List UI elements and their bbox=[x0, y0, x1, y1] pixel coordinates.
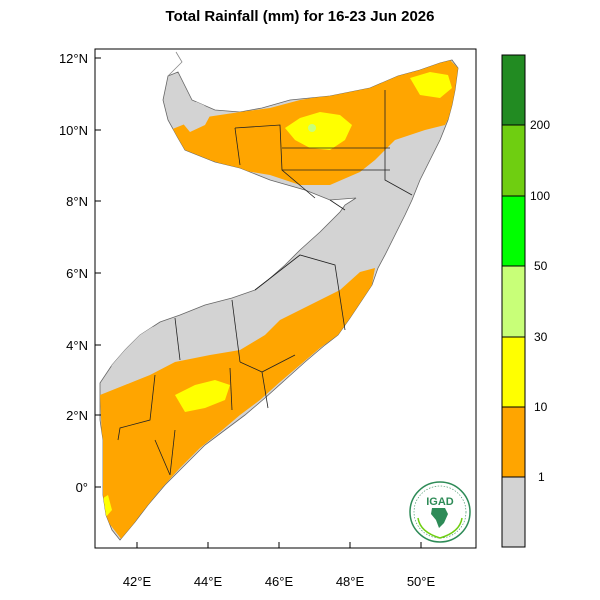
colorbar-swatch-100-200 bbox=[502, 125, 525, 196]
lat-label-10: 10°N bbox=[59, 123, 88, 138]
colorbar-label-30: 30 bbox=[534, 330, 548, 344]
lon-label-48: 48°E bbox=[336, 574, 365, 589]
dry-patch-northwest bbox=[180, 100, 212, 132]
rain-zone-green-spot bbox=[308, 124, 316, 132]
colorbar-outline bbox=[501, 54, 526, 548]
border-stub-northwest bbox=[167, 51, 183, 77]
colorbar-swatch-30-50 bbox=[502, 266, 525, 337]
map-title: Total Rainfall (mm) for 16-23 Jun 2026 bbox=[165, 8, 435, 25]
lon-label-44: 44°E bbox=[194, 574, 223, 589]
colorbar-label-50: 50 bbox=[534, 259, 548, 273]
longitude-axis: 42°E 44°E 46°E 48°E 50°E bbox=[123, 542, 436, 589]
lon-label-50: 50°E bbox=[407, 574, 436, 589]
lat-label-0: 0° bbox=[76, 480, 88, 495]
colorbar-swatch-1-10 bbox=[502, 407, 525, 477]
lat-label-6: 6°N bbox=[66, 266, 88, 281]
africa-map-icon bbox=[431, 508, 448, 528]
lon-label-42: 42°E bbox=[123, 574, 152, 589]
colorbar-label-200: 200 bbox=[530, 118, 550, 132]
lat-label-2: 2°N bbox=[66, 408, 88, 423]
colorbar-label-10: 10 bbox=[534, 400, 548, 414]
colorbar-swatch-50-100 bbox=[502, 196, 525, 266]
colorbar-swatch-gt200 bbox=[502, 55, 525, 125]
colorbar-label-100: 100 bbox=[530, 189, 550, 203]
lat-label-12: 12°N bbox=[59, 51, 88, 66]
igad-logo: IGAD bbox=[409, 481, 471, 543]
dry-patch-center bbox=[100, 300, 270, 370]
colorbar: 1 10 30 50 100 200 bbox=[501, 54, 550, 548]
lat-label-4: 4°N bbox=[66, 338, 88, 353]
latitude-axis: 12°N 10°N 8°N 6°N 4°N 2°N 0° bbox=[59, 51, 101, 495]
lat-label-8: 8°N bbox=[66, 194, 88, 209]
rain-zone-yellow-south bbox=[175, 380, 230, 412]
colorbar-label-1: 1 bbox=[538, 470, 545, 484]
lon-label-46: 46°E bbox=[265, 574, 294, 589]
igad-logo-text: IGAD bbox=[426, 496, 454, 508]
region-boundaries bbox=[117, 90, 413, 476]
rain-zone-yellow-north bbox=[285, 112, 352, 150]
rain-zone-yellow-northeast bbox=[410, 72, 452, 98]
colorbar-swatch-10-30 bbox=[502, 337, 525, 407]
colorbar-swatch-lt1 bbox=[502, 477, 525, 547]
